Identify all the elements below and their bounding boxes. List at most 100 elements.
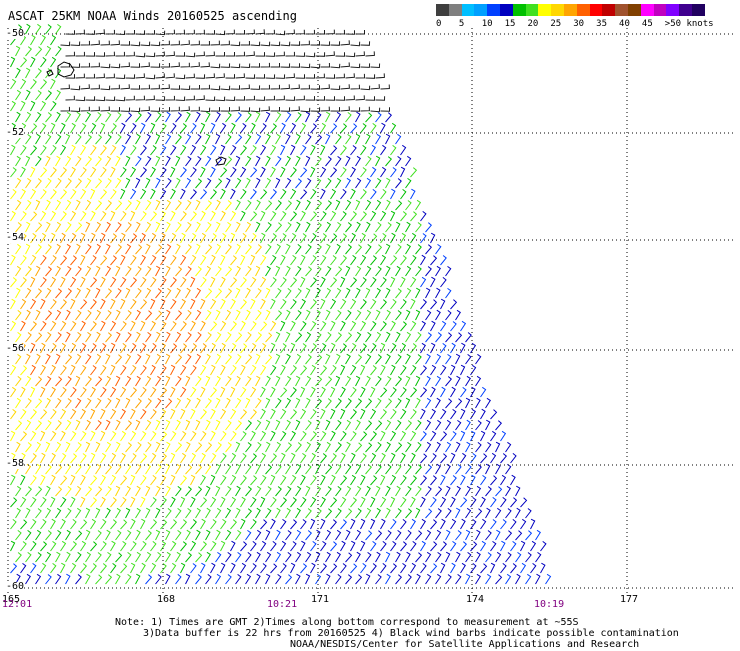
- wind-barb: [250, 145, 257, 156]
- wind-barb: [215, 243, 222, 255]
- wind-barb: [55, 551, 61, 563]
- wind-barb: [390, 541, 397, 552]
- wind-barb: [295, 199, 301, 211]
- wind-barb: [170, 430, 177, 442]
- wind-barb: [55, 199, 62, 211]
- wind-barb: [395, 574, 403, 585]
- wind-barb: [300, 276, 306, 288]
- wind-barb: [175, 74, 186, 80]
- wind-barb: [180, 562, 186, 574]
- wind-barb: [355, 221, 361, 233]
- wind-barb: [185, 111, 191, 123]
- wind-barb: [330, 342, 336, 354]
- wind-barb: [75, 464, 82, 475]
- wind-barb: [40, 255, 47, 266]
- wind-barb: [45, 24, 52, 35]
- wind-barb: [405, 486, 412, 497]
- wind-barb: [75, 375, 81, 387]
- wind-barb: [205, 73, 215, 79]
- wind-barb: [405, 375, 411, 387]
- wind-barb: [315, 30, 325, 35]
- wind-barb: [220, 144, 226, 156]
- wind-barb: [260, 408, 266, 420]
- wind-barb: [365, 552, 372, 563]
- wind-barb: [190, 320, 196, 332]
- wind-barb: [75, 574, 82, 585]
- wind-barb: [535, 573, 541, 585]
- wind-barb: [395, 310, 402, 321]
- wind-barb: [365, 332, 372, 343]
- wind-barb: [320, 144, 326, 156]
- wind-barb: [55, 46, 62, 57]
- wind-barb: [300, 144, 307, 156]
- wind-barb: [240, 386, 247, 398]
- wind-barb: [70, 408, 77, 420]
- wind-barb: [205, 529, 211, 541]
- wind-barb: [100, 298, 106, 310]
- wind-barb: [10, 277, 18, 288]
- wind-barb: [35, 529, 42, 541]
- wind-barb: [360, 364, 366, 376]
- wind-barb: [55, 573, 62, 585]
- wind-barb: [395, 376, 403, 387]
- wind-barb: [185, 529, 191, 541]
- wind-barb: [105, 441, 112, 453]
- wind-barb: [220, 540, 226, 552]
- wind-barb: [235, 221, 241, 233]
- wind-barb: [355, 485, 362, 497]
- wind-barb: [225, 486, 232, 497]
- wind-barb: [175, 331, 182, 343]
- wind-barb: [125, 133, 132, 145]
- wind-barb: [120, 167, 127, 178]
- wind-barb: [120, 519, 128, 530]
- wind-barb: [155, 310, 163, 321]
- wind-barb: [200, 431, 207, 442]
- wind-barb: [275, 30, 286, 36]
- wind-barb: [225, 29, 235, 35]
- wind-barb: [385, 464, 392, 475]
- wind-barb: [415, 552, 423, 563]
- wind-barb: [240, 541, 248, 552]
- wind-barb: [105, 178, 112, 189]
- wind-barb: [425, 508, 433, 519]
- wind-barb: [495, 551, 502, 563]
- wind-barb: [140, 84, 151, 90]
- wind-barb: [280, 364, 286, 376]
- wind-barb: [365, 244, 372, 255]
- wind-barb: [155, 30, 166, 36]
- wind-barb: [235, 96, 245, 101]
- wind-barb: [345, 441, 351, 453]
- scale-swatch: [615, 4, 628, 16]
- wind-barb: [350, 431, 357, 442]
- wind-barb: [215, 309, 221, 321]
- wind-barb: [75, 96, 86, 102]
- wind-barb: [80, 122, 87, 134]
- wind-barb: [350, 540, 356, 552]
- wind-barb: [285, 419, 291, 431]
- wind-barb: [150, 541, 157, 552]
- wind-barb: [505, 485, 511, 497]
- wind-barb: [415, 266, 422, 277]
- wind-barb: [165, 551, 171, 563]
- wind-barb: [190, 408, 196, 420]
- wind-barb: [100, 519, 107, 530]
- wind-barb: [350, 474, 357, 486]
- wind-barb: [230, 474, 237, 486]
- wind-barb: [385, 551, 391, 563]
- wind-barb: [70, 453, 78, 464]
- wind-barb: [40, 321, 47, 332]
- wind-barb: [50, 364, 56, 376]
- wind-barb: [120, 430, 127, 442]
- wind-barb: [460, 452, 467, 464]
- wind-barb: [140, 145, 147, 156]
- wind-barb: [345, 30, 355, 35]
- wind-barb: [100, 106, 110, 112]
- wind-barb: [480, 474, 487, 486]
- wind-barb: [275, 529, 281, 541]
- wind-barb: [190, 519, 198, 530]
- wind-barb: [30, 79, 37, 90]
- wind-barb: [375, 398, 382, 409]
- wind-barb: [225, 420, 232, 431]
- wind-barb: [10, 497, 18, 508]
